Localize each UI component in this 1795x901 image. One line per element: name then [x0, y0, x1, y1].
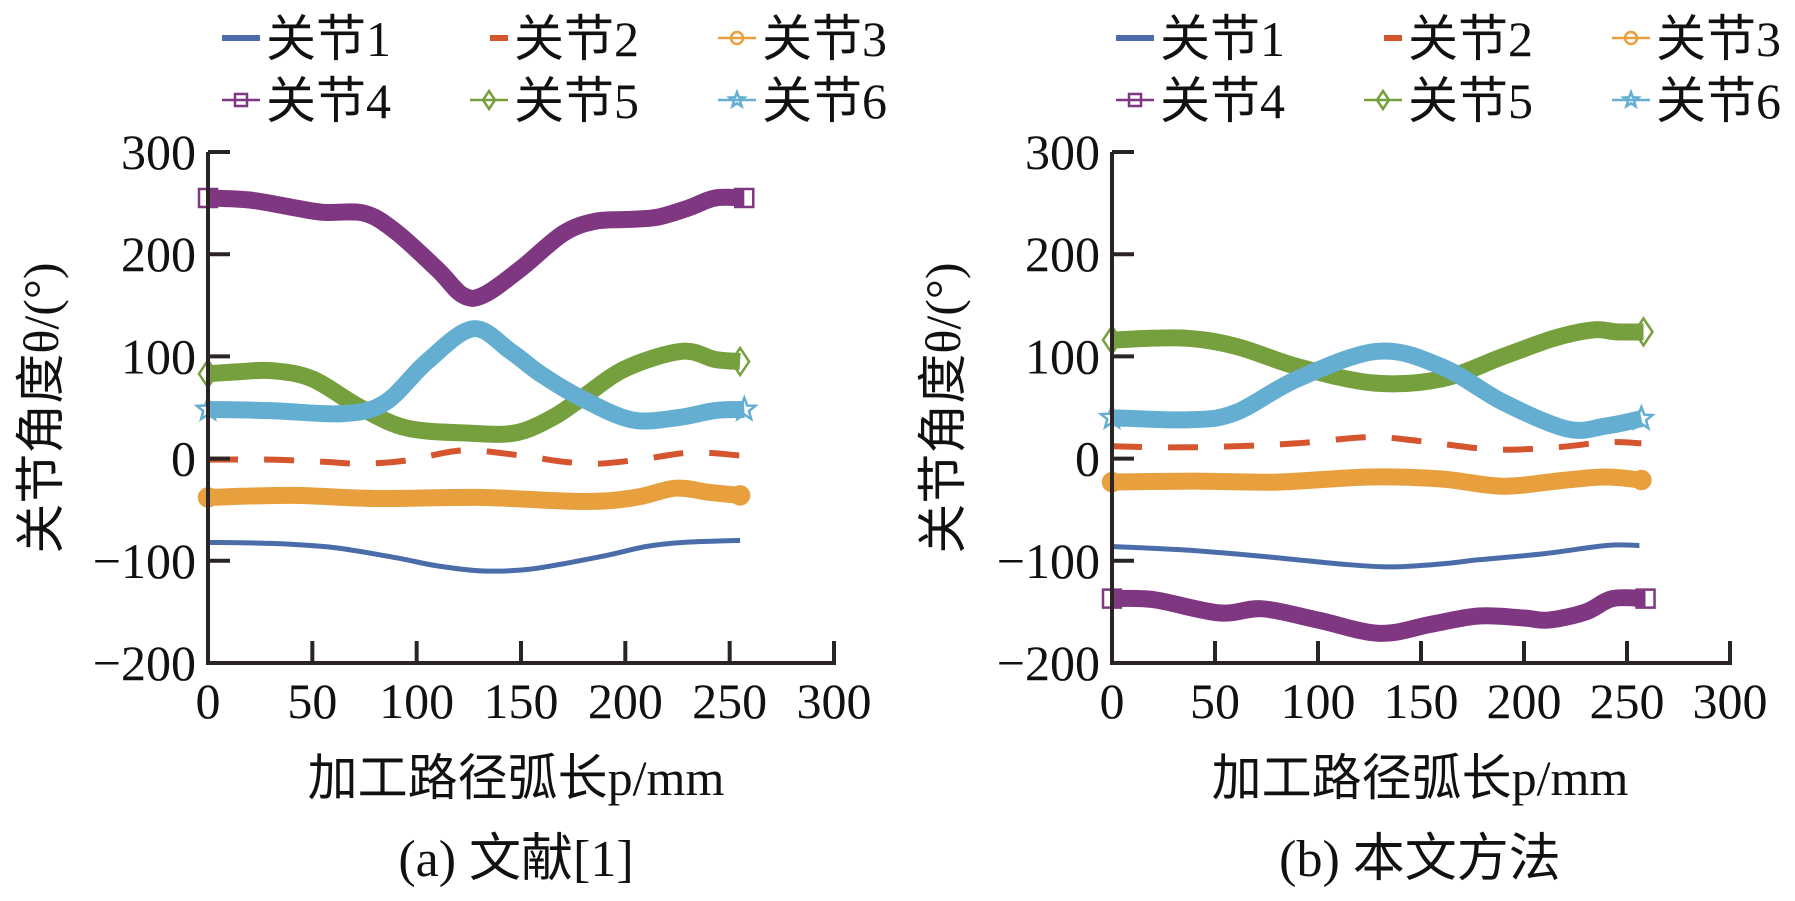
x-tick-label: 250 [1590, 673, 1665, 729]
series-line-joint-4 [207, 188, 745, 307]
x-tick-label: 150 [484, 673, 559, 729]
y-tick-label: 0 [1075, 431, 1100, 487]
series-line-joint-5 [1111, 321, 1644, 393]
x-tick-label: 150 [1384, 673, 1459, 729]
y-tick-label: −100 [93, 533, 196, 589]
legend-star-marker-icon [1620, 88, 1642, 110]
x-tick-label: 300 [1693, 673, 1768, 729]
series-marker-end-joint-5 [1632, 316, 1654, 348]
legend-square-marker-icon [1127, 92, 1143, 108]
series-marker-end-joint-4 [734, 187, 755, 209]
series-line-joint-4 [1111, 589, 1646, 642]
legend: 关节1 关节2 关节3 关节4 关节5 关节6 [1116, 11, 1781, 129]
legend-star-marker-icon [726, 88, 748, 110]
legend-diamond-marker-icon [481, 88, 497, 112]
legend-item-joint-3: 关节3 [718, 11, 887, 67]
series-marker-end-joint-6 [1626, 403, 1656, 432]
series-line-joint-2 [1111, 434, 1642, 453]
x-tick-label: 200 [588, 673, 663, 729]
legend-item-joint-6: 关节6 [1612, 73, 1781, 129]
x-tick-label: 100 [379, 673, 454, 729]
series-marker-end-joint-3 [1631, 469, 1652, 491]
y-tick-label: 200 [121, 226, 196, 282]
legend-label: 关节4 [266, 73, 391, 129]
y-tick-label: −200 [997, 635, 1100, 691]
series-line-joint-3 [199, 479, 749, 510]
legend-label: 关节3 [1656, 11, 1781, 67]
y-axis-title: 关节角度θ/(°) [13, 262, 69, 553]
panel-caption: (b) 本文方法 [1279, 831, 1561, 888]
series-line-joint-6 [207, 320, 745, 430]
series-marker-end-joint-4 [1635, 588, 1656, 609]
legend-item-joint-5: 关节5 [470, 73, 639, 129]
y-tick-label: 200 [1025, 226, 1100, 282]
y-axis-title: 关节角度θ/(°) [915, 262, 971, 553]
legend-label: 关节5 [1408, 73, 1533, 129]
legend-item-joint-6: 关节6 [718, 73, 887, 129]
legend-item-joint-4: 关节4 [222, 73, 391, 129]
legend-item-joint-5: 关节5 [1364, 73, 1533, 129]
legend-diamond-marker-icon [1375, 88, 1391, 112]
x-tick-label: 300 [797, 673, 872, 729]
y-tick-label: 100 [1025, 328, 1100, 384]
series-line-joint-6 [1111, 342, 1644, 439]
legend-label: 关节5 [514, 73, 639, 129]
series-line-joint-1 [1111, 542, 1640, 570]
x-tick-label: 0 [196, 673, 221, 729]
legend-square-marker-icon [233, 92, 249, 108]
legend-label: 关节4 [1160, 73, 1285, 129]
series-marker-end-joint-3 [729, 485, 751, 506]
y-tick-label: −200 [93, 635, 196, 691]
series-line-joint-2 [207, 447, 741, 467]
legend-label: 关节2 [514, 11, 639, 67]
y-tick-label: 300 [1025, 124, 1100, 180]
legend-label: 关节1 [266, 11, 391, 67]
series-line-joint-3 [1103, 468, 1650, 495]
series-line-joint-5 [207, 342, 741, 443]
x-tick-label: 50 [1190, 673, 1240, 729]
legend-label: 关节3 [762, 11, 887, 67]
panel-caption: (a) 文献[1] [398, 831, 633, 888]
legend-circle-marker-icon [1623, 30, 1639, 46]
y-tick-label: −100 [997, 533, 1100, 589]
series-line-joint-1 [207, 537, 741, 574]
y-tick-label: 0 [171, 431, 196, 487]
legend-item-joint-2: 关节2 [490, 11, 639, 67]
x-tick-label: 100 [1281, 673, 1356, 729]
series-marker-end-joint-6 [729, 394, 759, 422]
legend-item-joint-1: 关节1 [1116, 11, 1285, 67]
series-layer [1097, 316, 1656, 642]
legend-label: 关节6 [1656, 73, 1781, 129]
legend-label: 关节6 [762, 73, 887, 129]
x-tick-label: 250 [692, 673, 767, 729]
legend-label: 关节1 [1160, 11, 1285, 67]
legend-item-joint-2: 关节2 [1384, 11, 1533, 67]
legend-label: 关节2 [1408, 11, 1533, 67]
x-tick-label: 50 [287, 673, 337, 729]
x-tick-label: 200 [1487, 673, 1562, 729]
legend-circle-marker-icon [729, 30, 745, 46]
series-marker-end-joint-5 [729, 345, 751, 378]
x-tick-label: 0 [1100, 673, 1125, 729]
y-tick-label: 300 [121, 124, 196, 180]
legend-item-joint-1: 关节1 [222, 11, 391, 67]
legend: 关节1 关节2 关节3 关节4 关节5 关节6 [222, 11, 887, 129]
x-axis-title: 加工路径弧长p/mm [308, 750, 725, 806]
series-layer [193, 187, 759, 574]
legend-item-joint-3: 关节3 [1612, 11, 1781, 67]
legend-item-joint-4: 关节4 [1116, 73, 1285, 129]
y-tick-label: 100 [121, 328, 196, 384]
x-axis-title: 加工路径弧长p/mm [1212, 750, 1629, 806]
